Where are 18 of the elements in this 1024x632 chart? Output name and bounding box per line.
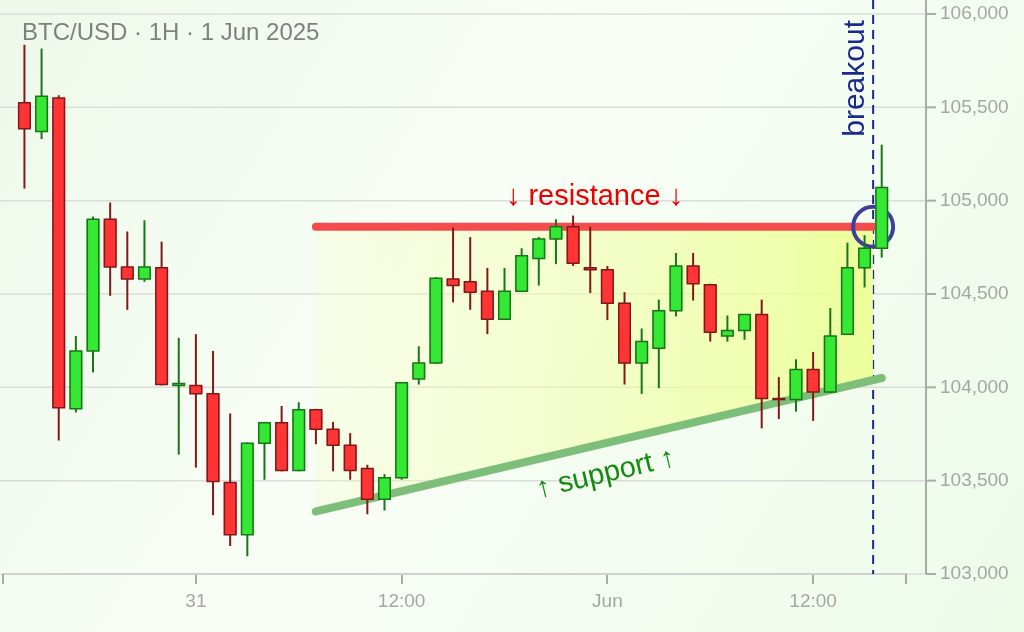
x-tick-label: 12:00: [377, 589, 426, 611]
series-label: ↓ resistance ↓: [505, 178, 684, 211]
candlestick: [463, 236, 477, 311]
y-tick-label: 104,500: [940, 282, 1009, 304]
x-tick-label: 31: [185, 589, 207, 611]
x-tick-label: 12:00: [789, 589, 837, 611]
y-tick-label: 103,000: [940, 562, 1009, 584]
y-tick-label: 104,000: [940, 375, 1009, 397]
chart-title: BTC/USD · 1H · 1 Jun 2025: [22, 18, 320, 45]
ref-line-label: breakout: [837, 19, 871, 137]
candlestick: [120, 230, 134, 311]
y-tick-label: 106,000: [940, 2, 1009, 24]
candlestick: [137, 219, 151, 283]
x-tick-label: Jun: [592, 589, 623, 611]
y-tick-label: 105,000: [940, 188, 1009, 210]
text: ↑ support ↑: [532, 440, 678, 504]
y-tick-label: 103,500: [940, 468, 1009, 490]
y-tick-label: 105,500: [940, 95, 1009, 117]
